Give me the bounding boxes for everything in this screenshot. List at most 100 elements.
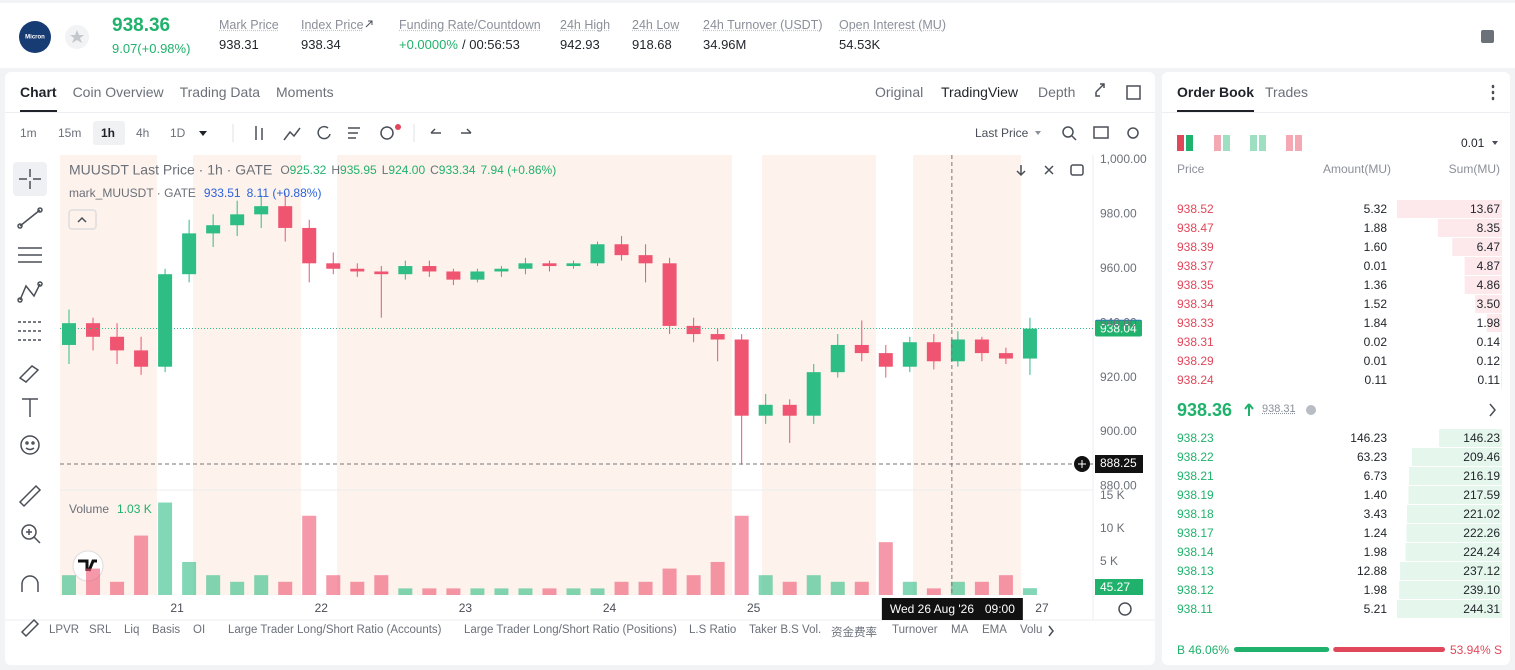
indicator[interactable]: 资金费率 xyxy=(831,627,877,639)
stat-label: Index Price xyxy=(301,18,364,32)
ob-price[interactable]: 938.33 xyxy=(1177,316,1214,330)
view-option[interactable]: TradingView xyxy=(941,84,1019,100)
indicator[interactable]: Large Trader Long/Short Ratio (Accounts) xyxy=(228,624,442,636)
candle-body xyxy=(350,268,365,272)
volume-bar xyxy=(902,581,917,595)
add-alert-plus[interactable] xyxy=(1078,460,1086,469)
interval[interactable]: 1h xyxy=(101,126,116,140)
ob-mode[interactable] xyxy=(1223,135,1230,151)
drawing-toolbar[interactable] xyxy=(13,162,47,638)
indicator[interactable]: Turnover xyxy=(892,624,938,636)
candle-body xyxy=(638,255,653,264)
ob-price[interactable]: 938.31 xyxy=(1177,335,1214,349)
legend-value: 935.95 xyxy=(340,163,377,177)
header-action[interactable] xyxy=(1481,30,1494,43)
ob-mode[interactable] xyxy=(1250,135,1257,151)
buy-label: B 46.06% xyxy=(1177,643,1230,657)
ob-price[interactable]: 938.17 xyxy=(1177,526,1214,540)
ob-price[interactable]: 938.11 xyxy=(1177,602,1213,616)
candle-body xyxy=(614,244,629,256)
ob-price[interactable]: 938.47 xyxy=(1177,221,1214,235)
volume-bar xyxy=(806,575,821,595)
ob-mode[interactable] xyxy=(1214,135,1221,151)
price-type[interactable]: Last Price xyxy=(975,126,1029,140)
ob-price[interactable]: 938.37 xyxy=(1177,259,1214,273)
tab[interactable]: Chart xyxy=(20,84,57,112)
ob-price[interactable]: 938.52 xyxy=(1177,202,1214,216)
ob-price[interactable]: 938.13 xyxy=(1177,564,1214,578)
volume-bar xyxy=(206,575,221,595)
ob-price[interactable]: 938.35 xyxy=(1177,278,1214,292)
indicator[interactable]: SRL xyxy=(89,624,112,636)
indicator[interactable]: Volu xyxy=(1020,624,1043,636)
volume-bar xyxy=(254,575,269,595)
ob-price[interactable]: 938.19 xyxy=(1177,488,1214,502)
ob-last: 938.36 xyxy=(1177,400,1233,420)
ob-tab[interactable]: Order Book xyxy=(1177,84,1255,112)
ob-mode[interactable] xyxy=(1186,135,1193,151)
toolbar-icons[interactable] xyxy=(68,83,1141,637)
tab[interactable]: Trading Data xyxy=(179,84,261,100)
precision[interactable]: 0.01 xyxy=(1461,136,1485,150)
ob-price[interactable]: 938.24 xyxy=(1177,373,1214,387)
interval[interactable]: 15m xyxy=(58,126,82,140)
ob-tab[interactable]: Trades xyxy=(1265,84,1309,100)
ob-sum: 0.11 xyxy=(1477,373,1500,387)
ob-price[interactable]: 938.23 xyxy=(1177,431,1214,445)
divider xyxy=(5,112,1155,113)
ob-price[interactable]: 938.22 xyxy=(1177,450,1214,464)
depth-bar xyxy=(1397,200,1502,218)
tab[interactable]: Coin Overview xyxy=(72,84,164,100)
ob-more[interactable] xyxy=(1489,403,1496,417)
ob-mode[interactable] xyxy=(1295,135,1302,151)
stat-label: Funding Rate/Countdown xyxy=(399,18,541,32)
y2-tick-label: 15 K xyxy=(1100,488,1125,502)
ob-amount: 1.98 xyxy=(1363,545,1387,559)
ob-price[interactable]: 938.29 xyxy=(1177,354,1214,368)
ob-amount: 1.98 xyxy=(1363,583,1387,597)
favorite-star[interactable] xyxy=(70,30,84,43)
ob-price[interactable]: 938.39 xyxy=(1177,240,1214,254)
ob-amount: 5.32 xyxy=(1363,202,1387,216)
ob-price[interactable]: 938.12 xyxy=(1177,583,1214,597)
indicator[interactable]: L.S Ratio xyxy=(689,624,737,636)
interval[interactable]: 1D xyxy=(170,126,186,140)
interval[interactable]: 4h xyxy=(136,126,150,140)
ob-mode[interactable] xyxy=(1259,135,1266,151)
volume-bar xyxy=(350,581,365,595)
ob-sum: 1.98 xyxy=(1476,316,1500,330)
ob-mode[interactable] xyxy=(1286,135,1293,151)
ob-amount: 6.73 xyxy=(1363,469,1387,483)
volume-value: 1.03 K xyxy=(117,502,152,516)
volume-bar xyxy=(134,535,149,595)
view-option[interactable]: Depth xyxy=(1038,84,1076,100)
indicator[interactable]: OI xyxy=(193,624,206,636)
stat-label: Open Interest (MU) xyxy=(839,18,946,32)
y-tick-label: 880.00 xyxy=(1100,479,1137,493)
x-tick-label: 23 xyxy=(459,601,473,615)
chart-tabs: Chart Coin Overview Trading Data Moments xyxy=(20,84,334,112)
view-option[interactable]: Original xyxy=(875,84,924,100)
interval[interactable]: 1m xyxy=(20,126,37,140)
depth-bar xyxy=(1409,467,1502,485)
ob-price[interactable]: 938.34 xyxy=(1177,297,1214,311)
indicator[interactable]: EMA xyxy=(982,624,1007,636)
candle-body xyxy=(542,263,557,267)
ob-price[interactable]: 938.18 xyxy=(1177,507,1214,521)
indicator[interactable]: Basis xyxy=(152,624,181,636)
volume-bar xyxy=(830,581,845,595)
indicator[interactable]: LPVR xyxy=(49,624,80,636)
mark-info xyxy=(1306,405,1316,415)
indicator[interactable]: MA xyxy=(951,624,969,636)
candle-body xyxy=(926,342,941,362)
y-tick-label: 960.00 xyxy=(1100,261,1137,275)
indicator[interactable]: Large Trader Long/Short Ratio (Positions… xyxy=(464,624,677,636)
volume-bar xyxy=(686,575,701,595)
ob-price[interactable]: 938.21 xyxy=(1177,469,1214,483)
indicator[interactable]: Liq xyxy=(124,624,140,636)
tab[interactable]: Moments xyxy=(276,84,334,100)
indicator[interactable]: Taker B.S Vol. xyxy=(749,624,822,636)
ob-price[interactable]: 938.14 xyxy=(1177,545,1214,559)
ob-mode[interactable] xyxy=(1177,135,1184,151)
x-tick-label: 21 xyxy=(170,601,184,615)
